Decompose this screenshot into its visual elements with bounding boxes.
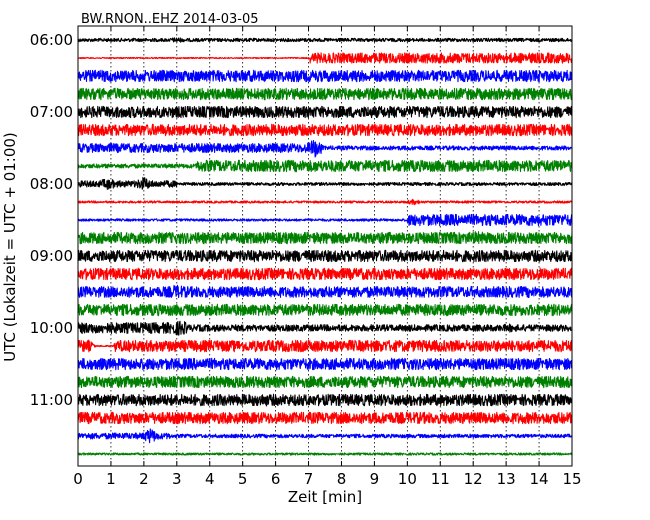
x-tick-label: 8 xyxy=(337,470,347,488)
y-tick-label: 10:00 xyxy=(30,319,73,337)
x-axis-label: Zeit [min] xyxy=(287,488,363,506)
trace-0830 xyxy=(77,213,573,227)
x-tick-label: 14 xyxy=(530,470,549,488)
y-tick-label: 06:00 xyxy=(30,31,73,49)
plot-frame xyxy=(77,25,573,467)
x-tick-label: 5 xyxy=(238,470,248,488)
trace-1100 xyxy=(77,393,573,407)
y-tick-label: 08:00 xyxy=(30,175,73,193)
y-tick-label: 11:00 xyxy=(30,391,73,409)
trace-1030 xyxy=(77,357,573,371)
trace-0800 xyxy=(77,176,573,190)
x-tick-label: 13 xyxy=(497,470,516,488)
x-tick-label: 1 xyxy=(106,470,116,488)
chart-title: BW.RNON..EHZ 2014-03-05 xyxy=(81,12,259,27)
x-tick-label: 4 xyxy=(205,470,215,488)
trace-0900 xyxy=(77,249,573,263)
trace-0600 xyxy=(77,37,573,43)
x-tick-label: 15 xyxy=(562,470,581,488)
x-tick-label: 2 xyxy=(139,470,149,488)
y-tick-label: 07:00 xyxy=(30,103,73,121)
trace-0615 xyxy=(77,52,573,64)
trace-0715 xyxy=(77,123,573,137)
y-tick-label: 09:00 xyxy=(30,247,73,265)
x-tick-label: 3 xyxy=(172,470,182,488)
x-tick-label: 7 xyxy=(304,470,314,488)
trace-0645 xyxy=(77,87,573,101)
trace-1115 xyxy=(77,411,573,425)
trace-0730 xyxy=(77,139,573,158)
trace-1000 xyxy=(77,320,573,336)
trace-0815 xyxy=(77,198,573,206)
trace-0630 xyxy=(77,69,573,83)
trace-1045 xyxy=(77,375,573,389)
trace-1145 xyxy=(77,452,573,456)
x-tick-label: 10 xyxy=(398,470,417,488)
x-tick-label: 6 xyxy=(271,470,281,488)
x-tick-label: 11 xyxy=(431,470,450,488)
trace-0745 xyxy=(77,159,573,173)
x-tick-label: 0 xyxy=(73,470,83,488)
trace-0845 xyxy=(77,231,573,245)
trace-1015 xyxy=(77,339,573,353)
trace-1130 xyxy=(77,428,573,444)
trace-0930 xyxy=(77,284,573,299)
trace-0915 xyxy=(77,267,573,281)
trace-0700 xyxy=(77,105,573,119)
trace-0945 xyxy=(77,303,573,317)
x-tick-label: 12 xyxy=(464,470,483,488)
x-tick-label: 9 xyxy=(370,470,380,488)
